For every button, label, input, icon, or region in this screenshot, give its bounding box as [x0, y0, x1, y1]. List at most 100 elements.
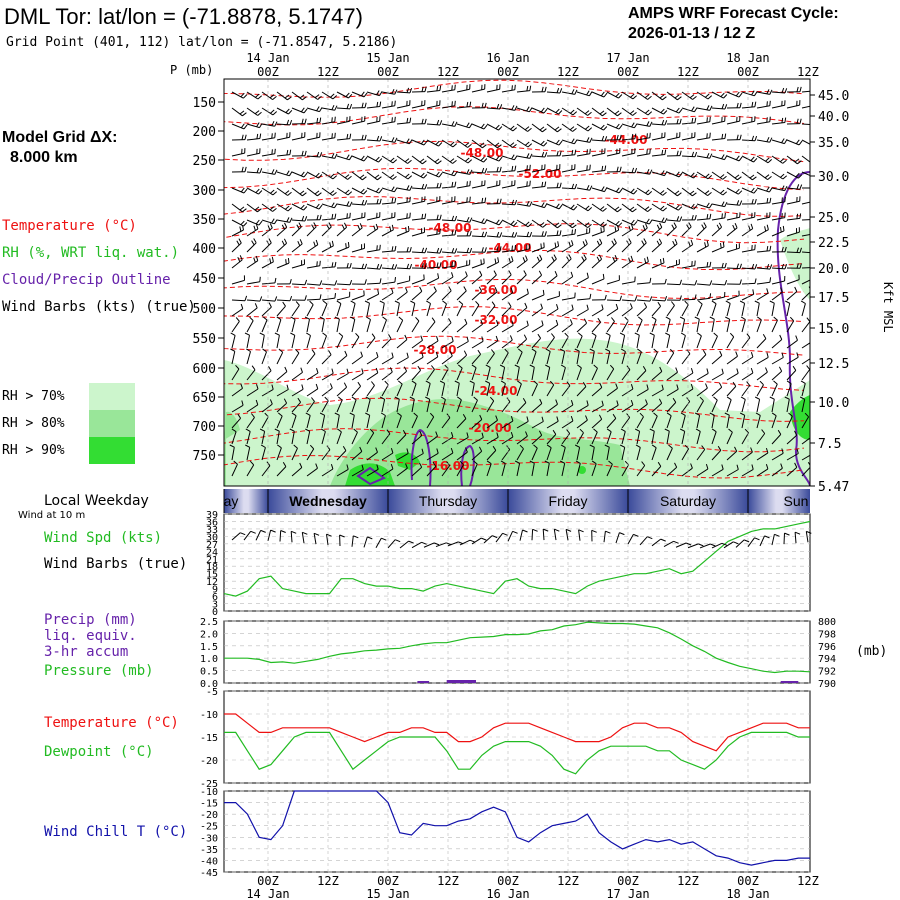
wind-barb [606, 275, 620, 285]
wind-barb [306, 132, 321, 141]
wind-barb [306, 151, 323, 158]
wind-barb [366, 316, 371, 333]
wind-barb [546, 444, 552, 461]
wind-barb [755, 412, 761, 429]
wind-barb [771, 100, 786, 109]
wind-barb [561, 164, 576, 173]
pressure-right-tick: 790 [818, 679, 836, 690]
wind-barb [381, 288, 394, 301]
wind-barb [576, 428, 584, 445]
wind-barb [501, 84, 516, 93]
wind-barb [366, 367, 379, 381]
wind-barb [711, 300, 717, 317]
isotherm-label: -52.00 [519, 167, 562, 181]
wind-barb [696, 350, 707, 365]
wind-barb [321, 153, 338, 159]
wind-barb [711, 464, 724, 477]
wind-barb [575, 460, 581, 477]
wind-barb [276, 258, 290, 269]
wind-barb [426, 448, 439, 461]
panel-y-tick: 3 [212, 600, 218, 611]
panel-y-tick: -5 [206, 687, 218, 698]
wind-barb [291, 384, 304, 397]
p-tick-label: 350 [193, 213, 216, 228]
wind-barb [291, 215, 308, 222]
panel-y-tick: 1.0 [200, 654, 218, 665]
windchill-line [224, 790, 810, 866]
wind-barb [321, 464, 334, 477]
surface-wind-barb [313, 532, 320, 545]
wind-barb [756, 100, 771, 109]
wind-barb [306, 332, 311, 349]
wind-barb [651, 238, 663, 253]
wind-barb [801, 279, 810, 285]
wind-barb [694, 412, 701, 429]
wind-barb [606, 460, 613, 477]
wind-barb [696, 152, 713, 159]
panel-y-tick: 36 [206, 517, 218, 528]
wind-barb [471, 247, 487, 253]
wind-barb [666, 384, 679, 397]
bottom-date-label: 17 Jan [606, 887, 649, 900]
wind-barb [711, 368, 724, 381]
wind-barb [441, 272, 454, 285]
wind-barb [604, 444, 610, 461]
wind-barb [366, 187, 383, 194]
kft-tick-label: 22.5 [818, 236, 849, 251]
wind-barb [306, 260, 321, 269]
wind-barb [291, 150, 307, 157]
wind-barb [634, 332, 640, 349]
wind-barb [516, 416, 529, 429]
panel-y-tick: 2.0 [200, 629, 218, 640]
isotherm [224, 223, 805, 244]
wind-barb [366, 278, 382, 285]
wind-barb [351, 279, 367, 285]
wind-barb [726, 263, 742, 270]
wind-barb [574, 348, 580, 365]
wind-barb [651, 203, 668, 212]
wind-barb [741, 212, 756, 221]
wind-barb [531, 139, 548, 147]
top-hour-label: 00Z [617, 65, 639, 79]
wind-barb [366, 333, 376, 349]
surface-wind-barb [591, 529, 597, 542]
wind-barb [231, 255, 243, 269]
bottom-hour-label: 00Z [377, 874, 399, 888]
wind-barb [366, 198, 382, 205]
wind-barb [531, 151, 548, 158]
wind-barb [681, 280, 698, 286]
isotherm-label: -44.00 [489, 241, 532, 255]
wind-barb [516, 270, 527, 285]
wind-barb [619, 444, 626, 461]
wind-barb [801, 219, 810, 221]
wind-barb [756, 288, 769, 301]
wind-barb [261, 132, 276, 141]
wind-barb [649, 428, 655, 445]
wind-barb [441, 447, 454, 461]
wind-barb [666, 132, 681, 141]
panel-y-tick: 0.5 [200, 667, 218, 678]
wind-barb [486, 84, 501, 93]
panel-y-tick: -25 [200, 779, 218, 790]
wind-barb [621, 167, 638, 174]
pressure-right-tick: 792 [818, 667, 836, 678]
wind-barb [591, 428, 598, 445]
wind-barb [531, 107, 548, 114]
wind-barb [456, 336, 469, 349]
wind-barb [651, 170, 668, 177]
wind-barb [381, 116, 396, 125]
wind-barb [396, 138, 413, 145]
isotherm [224, 167, 805, 191]
wind-barb [576, 90, 593, 97]
wind-barb [381, 277, 396, 285]
wind-barb [396, 463, 408, 477]
wind-barb [396, 212, 411, 221]
wind-barb [666, 444, 673, 461]
wind-barb [471, 180, 486, 189]
wind-barb [441, 84, 456, 93]
wind-barb [696, 105, 713, 111]
kft-tick-label: 20.0 [818, 262, 849, 277]
bottom-hour-label: 12Z [677, 874, 699, 888]
